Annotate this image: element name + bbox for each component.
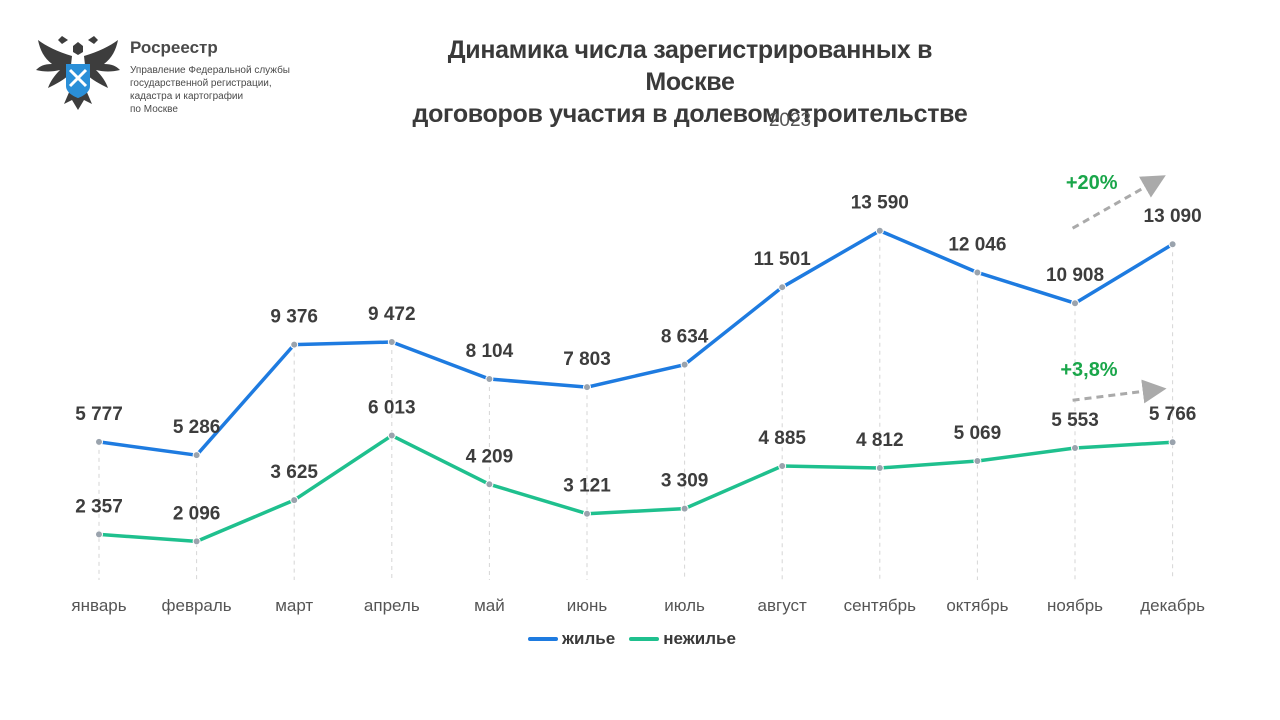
legend-item-nonresidential: нежилье (629, 629, 736, 649)
data-label: 2 096 (173, 503, 221, 524)
data-label: 2 357 (75, 496, 123, 517)
data-label: 5 553 (1051, 410, 1099, 431)
data-point (680, 360, 689, 369)
data-point (387, 338, 396, 347)
chart-legend: жилье нежилье (528, 628, 736, 650)
data-label: 3 625 (270, 462, 318, 483)
data-label: 12 046 (948, 234, 1006, 255)
data-label: 3 309 (661, 471, 709, 492)
data-point (485, 375, 494, 384)
growth-annotation: +3,8% (1060, 359, 1117, 381)
data-point (875, 226, 884, 235)
x-tick-label: сентябрь (844, 596, 917, 615)
data-label: 4 209 (466, 446, 514, 467)
data-label: 13 590 (851, 193, 909, 214)
chart-subtitle: 2023 (768, 110, 812, 131)
legend-item-housing: жилье (528, 629, 615, 649)
x-tick-label: февраль (162, 596, 232, 615)
data-point (290, 496, 299, 505)
data-point (583, 383, 591, 392)
data-point (680, 504, 689, 513)
legend-swatch-nonresidential (629, 637, 660, 641)
x-tick-label: ноябрь (1047, 596, 1103, 615)
data-point (1168, 240, 1177, 249)
data-label: 8 104 (466, 341, 514, 362)
data-point (778, 283, 787, 292)
x-tick-label: май (474, 596, 505, 615)
data-label: 5 286 (173, 417, 221, 438)
data-label: 4 885 (758, 428, 806, 449)
data-label: 5 777 (75, 404, 123, 425)
x-tick-label: январь (71, 596, 126, 615)
legend-swatch-housing (528, 637, 558, 641)
data-label: 6 013 (368, 398, 416, 419)
data-label: 13 090 (1144, 206, 1202, 227)
data-point (95, 530, 103, 539)
data-label: 10 908 (1046, 265, 1104, 286)
data-label: 7 803 (563, 349, 611, 370)
data-point (973, 457, 982, 466)
growth-annotation: +20% (1066, 172, 1118, 194)
legend-label-housing: жилье (562, 629, 616, 648)
series-line-nonresidential (97, 433, 1175, 544)
data-point (875, 463, 884, 472)
data-point (192, 537, 201, 546)
x-tick-label: август (758, 596, 807, 615)
x-tick-label: декабрь (1140, 596, 1205, 615)
x-tick-label: апрель (364, 596, 420, 615)
x-tick-label: июнь (567, 596, 608, 615)
org-subtitle: Управление Федеральной службы государств… (130, 65, 290, 115)
legend-label-nonresidential: нежилье (663, 629, 736, 648)
data-point (387, 431, 396, 440)
growth-arrow (1071, 175, 1166, 230)
data-point (778, 462, 787, 471)
x-tick-label: март (275, 596, 313, 615)
data-point (1168, 438, 1177, 447)
data-point (973, 268, 982, 277)
series-line-housing (97, 228, 1175, 457)
chart-title: Динамика числа зарегистрированных в Моск… (412, 36, 968, 128)
eagle-emblem-icon (36, 36, 120, 110)
data-point (583, 509, 591, 518)
data-label: 8 634 (661, 327, 709, 348)
rosreestr-logo: Росреестр Управление Федеральной службы … (32, 28, 452, 128)
data-label: 5 766 (1149, 404, 1197, 425)
x-tick-label: июль (664, 596, 705, 615)
data-point (1071, 443, 1079, 452)
data-label: 4 812 (856, 430, 904, 451)
x-tick-label: октябрь (946, 596, 1008, 615)
data-label: 9 472 (368, 304, 416, 325)
data-label: 9 376 (270, 307, 318, 328)
data-label: 11 501 (754, 249, 811, 270)
growth-arrow (1072, 379, 1167, 404)
data-label: 3 121 (563, 476, 611, 497)
data-point (290, 340, 299, 349)
org-name: Росреестр (130, 38, 218, 57)
data-label: 5 069 (954, 423, 1002, 444)
data-point (485, 480, 494, 489)
data-point (95, 437, 103, 446)
data-point (192, 451, 201, 460)
data-point (1071, 299, 1079, 308)
